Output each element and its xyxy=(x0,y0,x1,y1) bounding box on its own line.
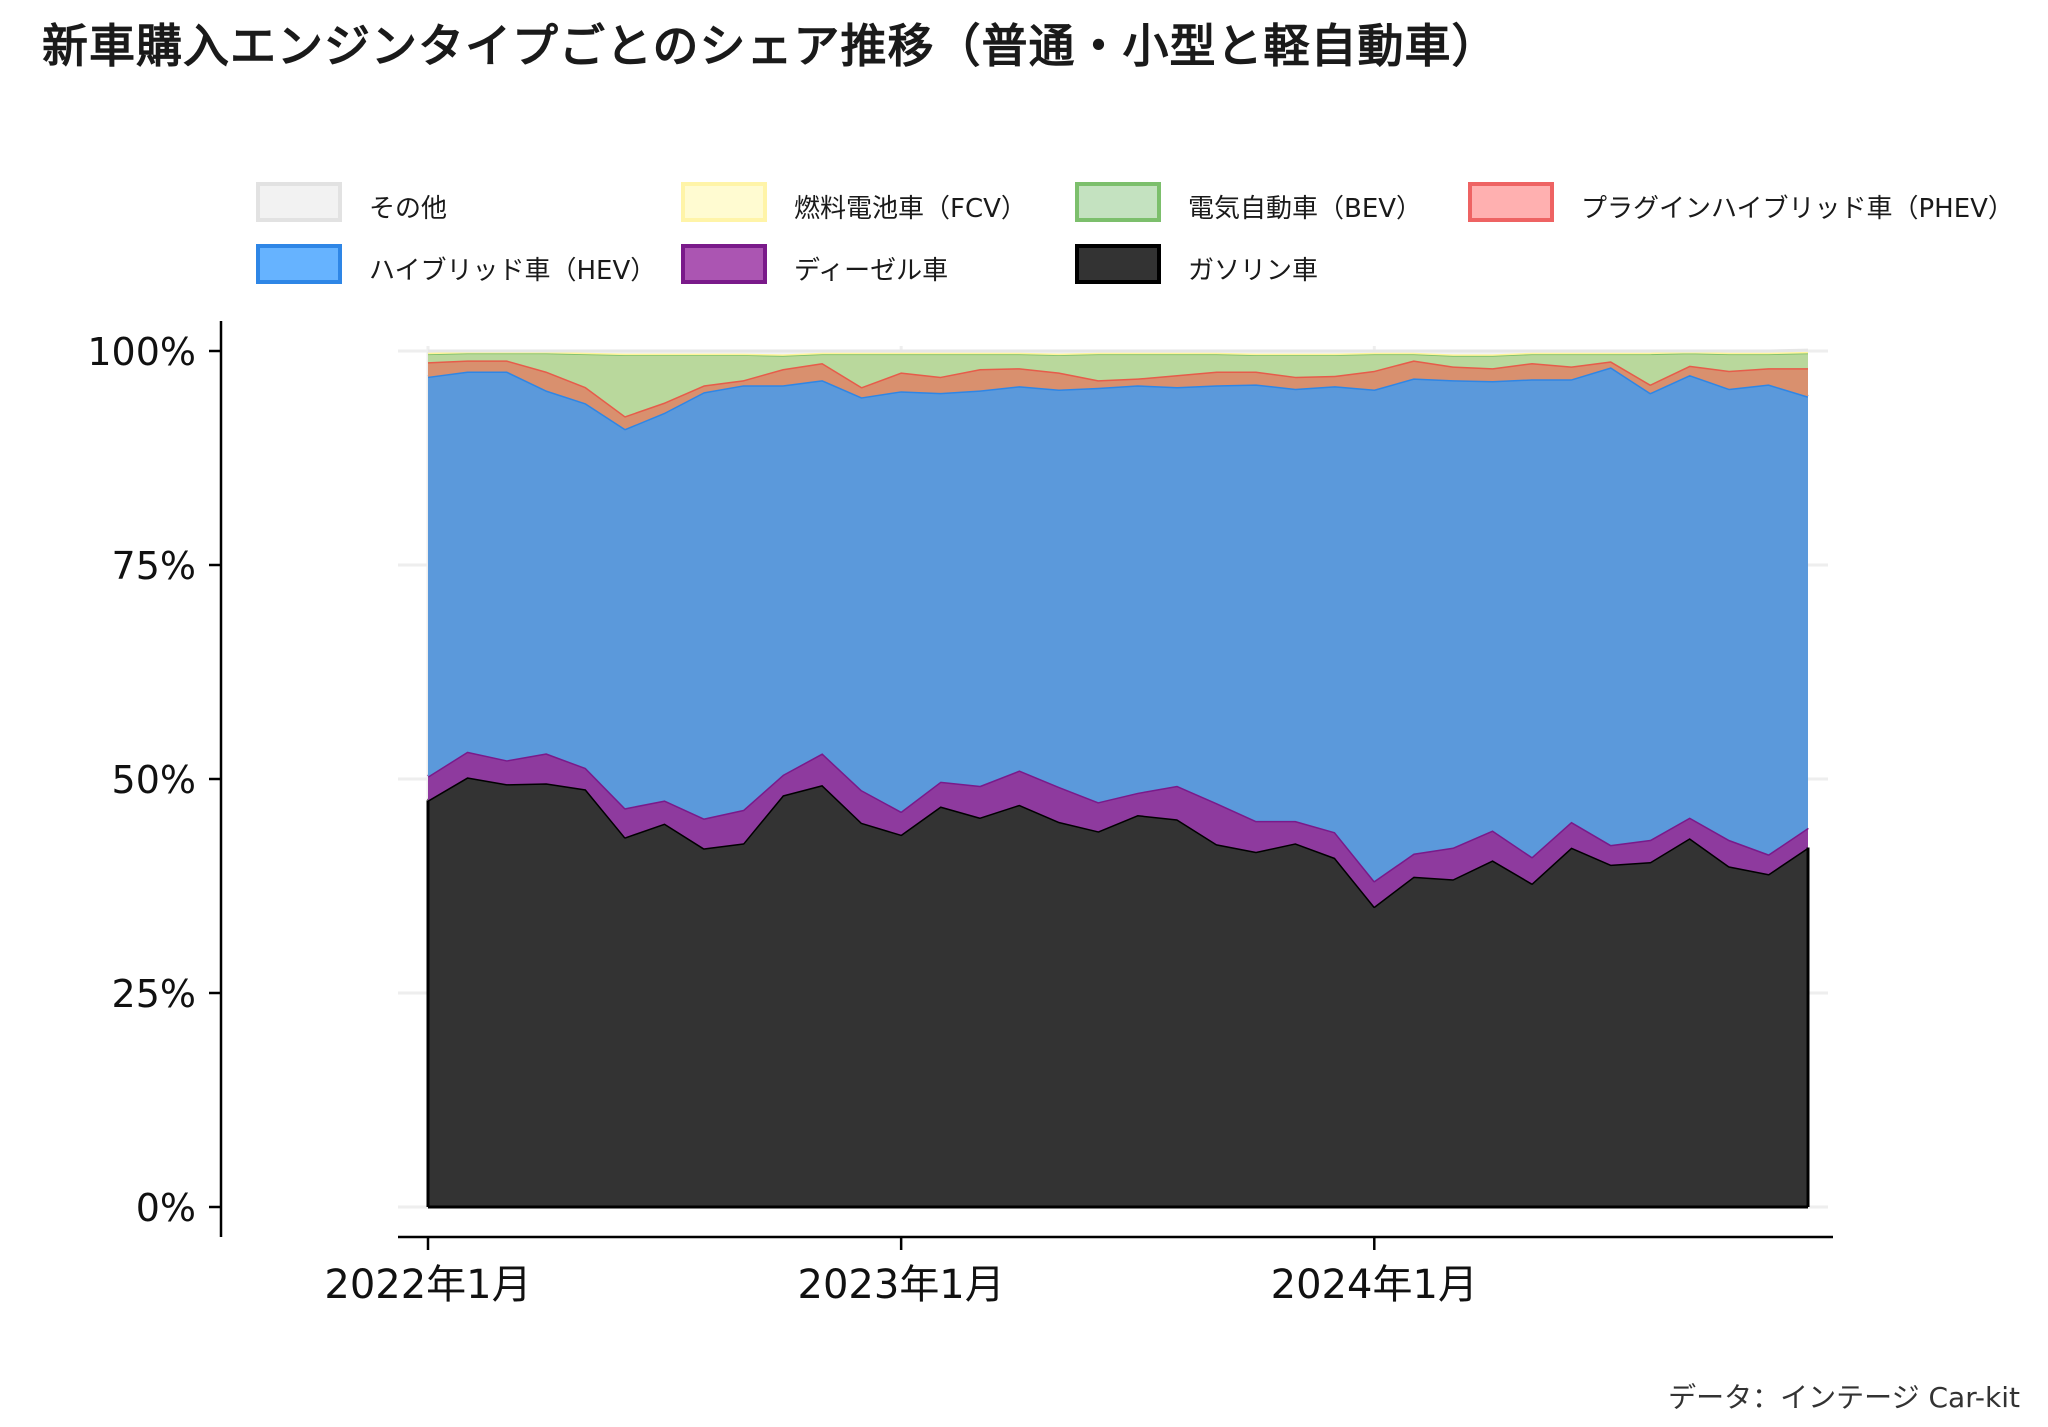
x-tick-label: 2023年1月 xyxy=(798,1262,1005,1308)
legend: その他 燃料電池車（FCV） 電気自動車（BEV） プラグインハイブリッド車（PHEV… xyxy=(0,0,2048,300)
legend-label: その他 xyxy=(369,194,448,224)
area-1 xyxy=(428,777,1808,1207)
legend-label: ガソリン車 xyxy=(1188,256,1319,286)
data-source-note: データ：インテージ Car-kit xyxy=(1668,1381,2020,1414)
chart-title: 新車購入エンジンタイプごとのシェア推移（普通・小型と軽自動車） xyxy=(42,19,1499,73)
y-axis-ticks: 0% 25% 50% 75% 100% xyxy=(87,330,221,1230)
legend-swatch xyxy=(256,244,342,284)
area-5 xyxy=(428,352,1808,417)
area-3 xyxy=(428,367,1808,881)
legend-swatch xyxy=(1468,182,1554,222)
stacked-areas xyxy=(426,348,1810,1209)
legend-label: ディーゼル車 xyxy=(794,256,949,286)
legend-swatch xyxy=(1075,182,1161,222)
legend-swatch xyxy=(681,244,767,284)
legend-label: ハイブリッド車（HEV） xyxy=(369,256,657,286)
x-tick-label: 2022年1月 xyxy=(324,1262,531,1308)
legend-label: プラグインハイブリッド車（PHEV） xyxy=(1581,194,2014,224)
y-tick-label: 100% xyxy=(87,330,196,374)
y-tick-label: 75% xyxy=(112,544,196,588)
legend-swatch xyxy=(256,182,342,222)
y-tick-label: 25% xyxy=(112,972,196,1016)
x-axis-ticks: 2022年1月 2023年1月 2024年1月 xyxy=(324,1237,1478,1308)
area-outline-2 xyxy=(427,750,1809,883)
x-tick-label: 2024年1月 xyxy=(1271,1262,1478,1308)
y-tick-label: 0% xyxy=(136,1186,196,1230)
y-tick-label: 50% xyxy=(112,758,196,802)
area-2 xyxy=(428,751,1808,907)
legend-swatch xyxy=(1075,244,1161,284)
legend-swatch xyxy=(681,182,767,222)
legend-label: 電気自動車（BEV） xyxy=(1188,194,1423,224)
legend-label: 燃料電池車（FCV） xyxy=(794,194,1027,224)
area-4 xyxy=(428,360,1808,429)
area-outline-7 xyxy=(428,348,1809,353)
